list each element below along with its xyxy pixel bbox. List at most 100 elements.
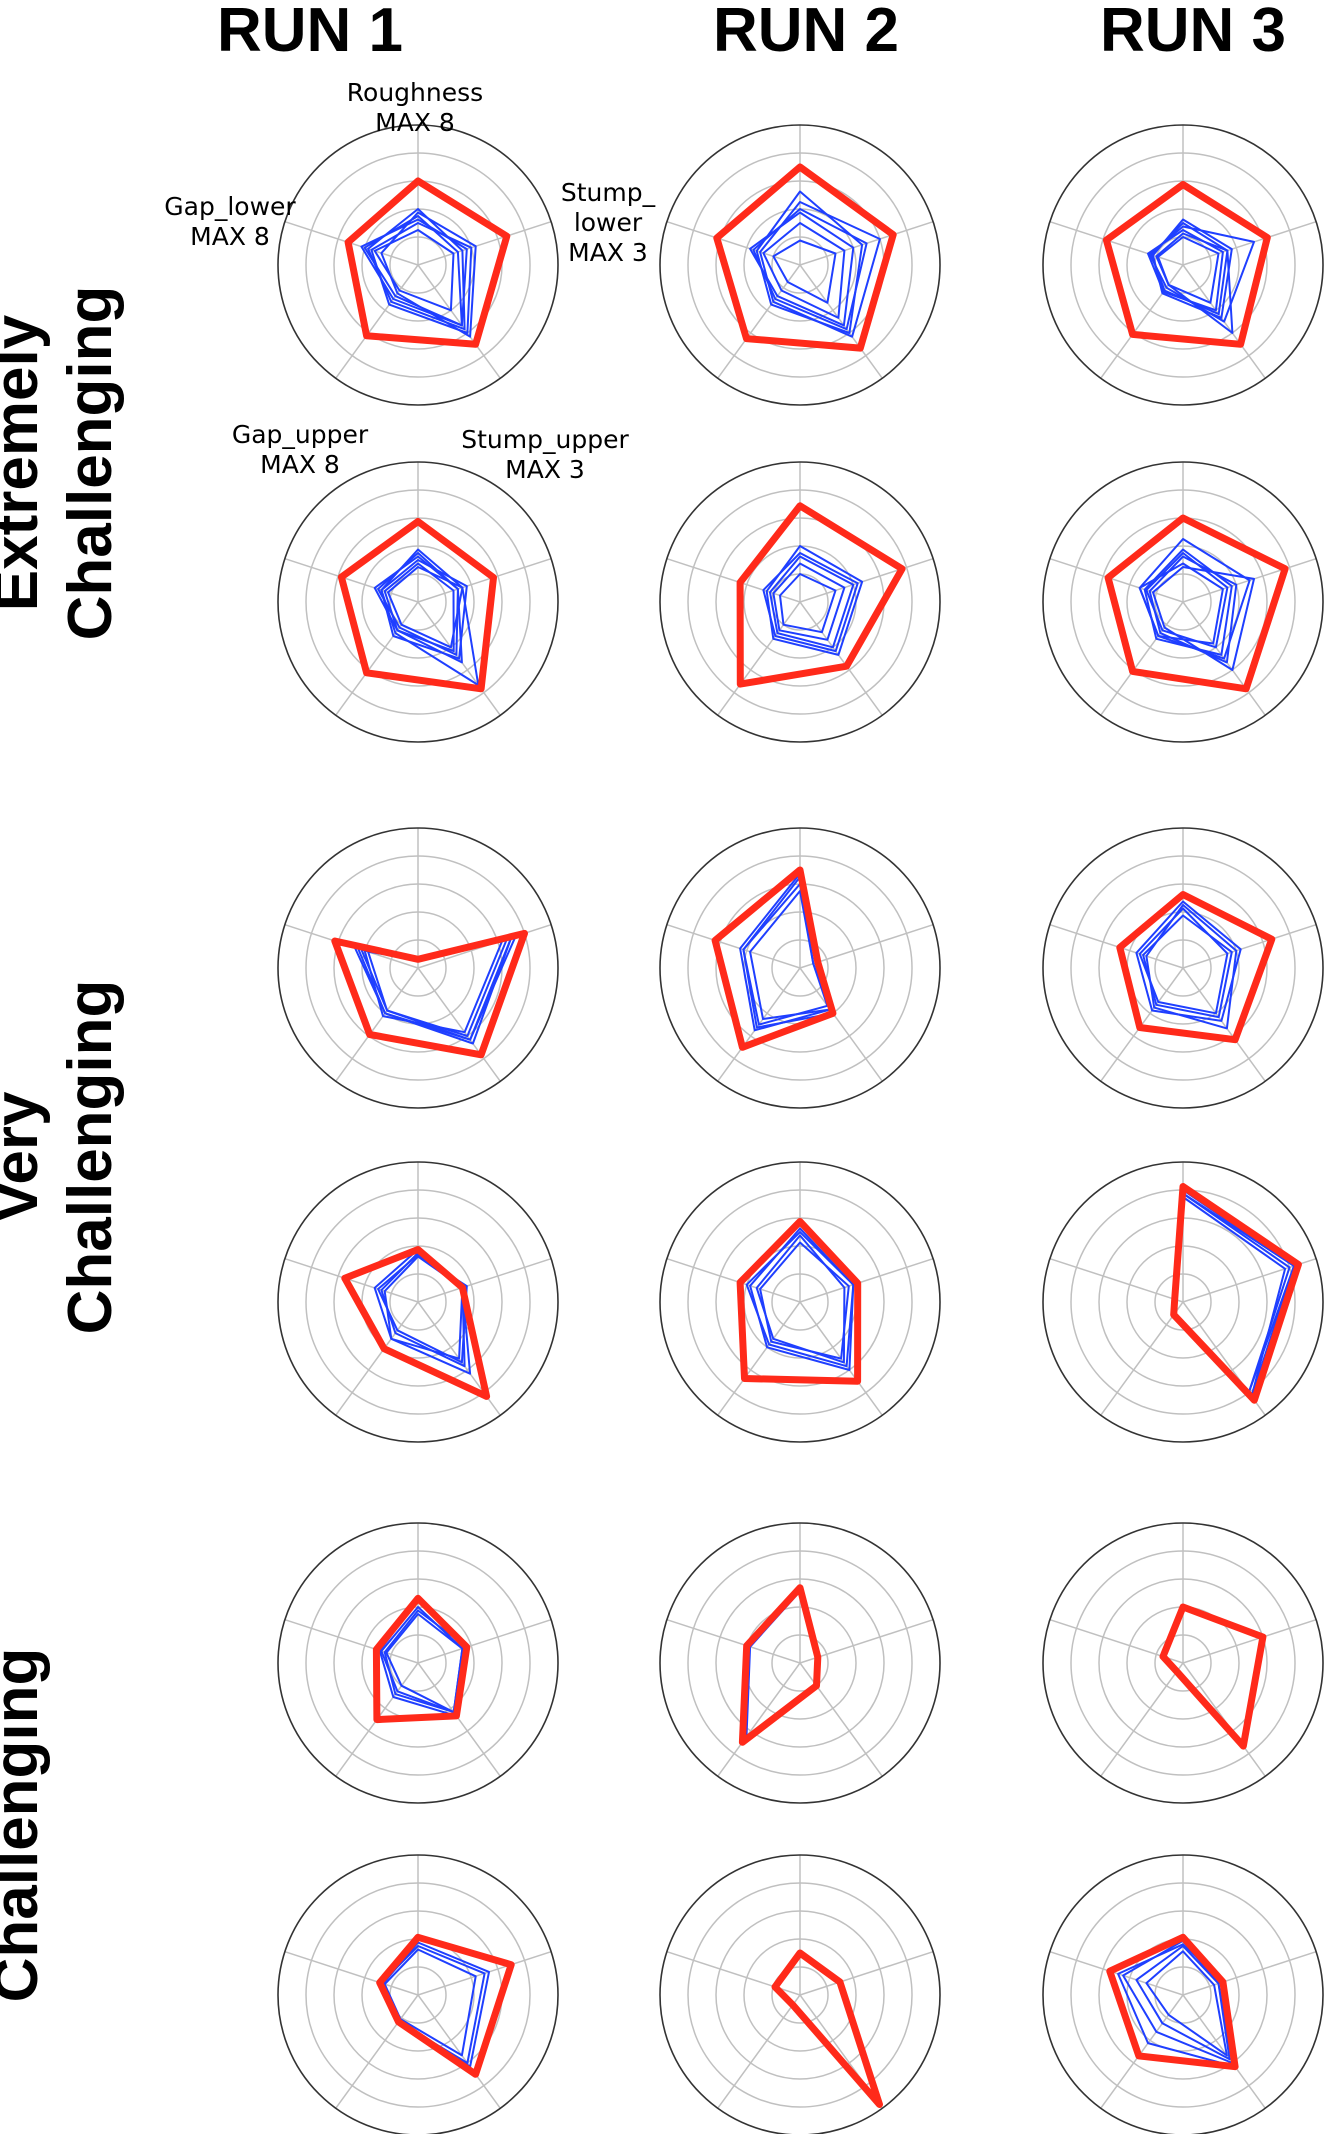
series-polygon-4 (762, 222, 846, 319)
series-polygon-5 (373, 229, 455, 312)
grid-spoke-stump_upper (1182, 967, 1266, 1082)
radar-panel-r4-c1 (659, 1522, 941, 1804)
grid-spoke-gap_lower (1049, 557, 1184, 603)
highlight-polygon (337, 518, 497, 693)
series-polygon-3 (1145, 904, 1238, 1030)
column-header-run3: RUN 3 (1099, 0, 1287, 65)
grid-spoke-stump_lower (417, 220, 552, 266)
series-polygon-3 (772, 562, 846, 641)
grid-spoke-gap_upper (335, 967, 419, 1082)
series-polygon-3 (759, 1241, 850, 1360)
grid-spoke-gap_upper (1100, 601, 1184, 716)
radar-frame (1042, 827, 1324, 1109)
radar-frame (277, 1161, 559, 1443)
series-polygon-3 (1145, 1950, 1228, 2057)
series-polygon-5 (762, 552, 859, 653)
radar-panel-r0-c2 (1042, 124, 1324, 406)
grid-spoke-stump_upper (799, 264, 883, 379)
grid-spoke-stump_lower (417, 1257, 552, 1303)
radar-frame (1042, 1522, 1324, 1804)
radar-frame (277, 124, 559, 406)
radar-frame (659, 124, 941, 406)
series-polygon-4 (1142, 914, 1233, 1019)
grid-spoke-stump_lower (1182, 1950, 1317, 1996)
radar-panel-r5-c0 (277, 1854, 559, 2134)
series-polygon-1 (765, 545, 864, 656)
radar-frame (277, 1854, 559, 2134)
radar-frame (659, 1522, 941, 1804)
series-polygon-6 (1143, 548, 1233, 656)
radar-panel-r1-c0 (277, 461, 559, 743)
grid-spoke-stump_lower (799, 1950, 934, 1996)
grid-spoke-stump_lower (1182, 1618, 1317, 1664)
series-polygon-3 (749, 211, 855, 327)
series-polygon-4 (745, 1231, 855, 1368)
series-polygon-2 (383, 1948, 477, 2057)
highlight-polygon (376, 1933, 515, 2078)
highlight-polygon (713, 163, 897, 352)
grid-spoke-stump_upper (417, 967, 501, 1082)
series-polygon-6 (752, 208, 868, 331)
radar-frame (659, 461, 941, 743)
axis-label-stump-upper: Stump_upper MAX 3 (461, 425, 629, 484)
grid-spoke-gap_lower (1049, 1950, 1184, 1996)
grid-spoke-gap_lower (284, 1257, 419, 1303)
series-polygon-5 (772, 239, 837, 304)
grid-spoke-stump_lower (417, 1618, 552, 1664)
highlight-polygon (738, 1584, 822, 1746)
grid-spoke-stump_upper (417, 1994, 501, 2109)
radar-frame (1042, 1854, 1324, 2134)
grid-spoke-gap_lower (284, 557, 419, 603)
radar-frame (277, 461, 559, 743)
series-polygon-2 (363, 215, 463, 327)
grid-spoke-stump_upper (799, 967, 883, 1082)
series-polygon-6 (387, 566, 464, 649)
series-polygon-1 (367, 208, 466, 331)
radar-frame (659, 1854, 941, 2134)
grid-spoke-stump_lower (799, 923, 934, 969)
radar-panel-r1-c1 (659, 461, 941, 743)
radar-panel-r4-c0 (277, 1522, 559, 1804)
highlight-polygon (1102, 181, 1271, 348)
highlight-polygon (736, 1218, 862, 1385)
grid-spoke-stump_upper (1182, 1994, 1266, 2109)
series-polygon-3 (370, 222, 473, 334)
radar-panel-r4-c2 (1042, 1522, 1324, 1804)
radar-panel-r3-c2 (1042, 1161, 1324, 1443)
axis-label-gap-upper: Gap_upper MAX 8 (231, 420, 369, 479)
grid-spoke-gap_upper (717, 1301, 801, 1416)
radar-panel-r2-c1 (659, 827, 941, 1109)
series-polygon-4 (1147, 229, 1224, 312)
highlight-polygon (372, 1594, 471, 1724)
radar-panel-r3-c0 (277, 1161, 559, 1443)
grid-spoke-gap_lower (666, 557, 801, 603)
grid-spoke-stump_upper (417, 1662, 501, 1777)
grid-spoke-gap_upper (717, 1662, 801, 1777)
highlight-polygon (341, 1246, 491, 1400)
grid-spoke-gap_upper (335, 1994, 419, 2109)
series-polygon-6 (360, 218, 468, 327)
radar-frame (659, 827, 941, 1109)
highlight-polygon (1106, 1933, 1239, 2071)
grid-spoke-gap_upper (1100, 1662, 1184, 1777)
grid-spoke-stump_lower (799, 1257, 934, 1303)
series-polygon-1 (380, 548, 480, 687)
column-header-run2: RUN 2 (712, 0, 900, 65)
radar-panel-r2-c2 (1042, 827, 1324, 1109)
radar-panel-r0-c0 (277, 124, 559, 406)
grid-spoke-gap_lower (666, 923, 801, 969)
highlight-polygon (771, 1949, 883, 2108)
grid-spoke-gap_upper (335, 1301, 419, 1416)
series-polygon-5 (383, 562, 455, 653)
radar-panel-r2-c0 (277, 827, 559, 1109)
series-polygon-4 (779, 573, 837, 634)
radar-panel-r0-c1 (659, 124, 941, 406)
highlight-polygon (711, 866, 837, 1051)
series-polygon-3 (749, 890, 832, 1020)
grid-spoke-gap_upper (335, 601, 419, 716)
grid-spoke-gap_lower (1049, 220, 1184, 266)
radar-frame (1042, 1161, 1324, 1443)
highlight-polygon (1116, 891, 1276, 1044)
series-polygon-6 (1157, 236, 1220, 304)
